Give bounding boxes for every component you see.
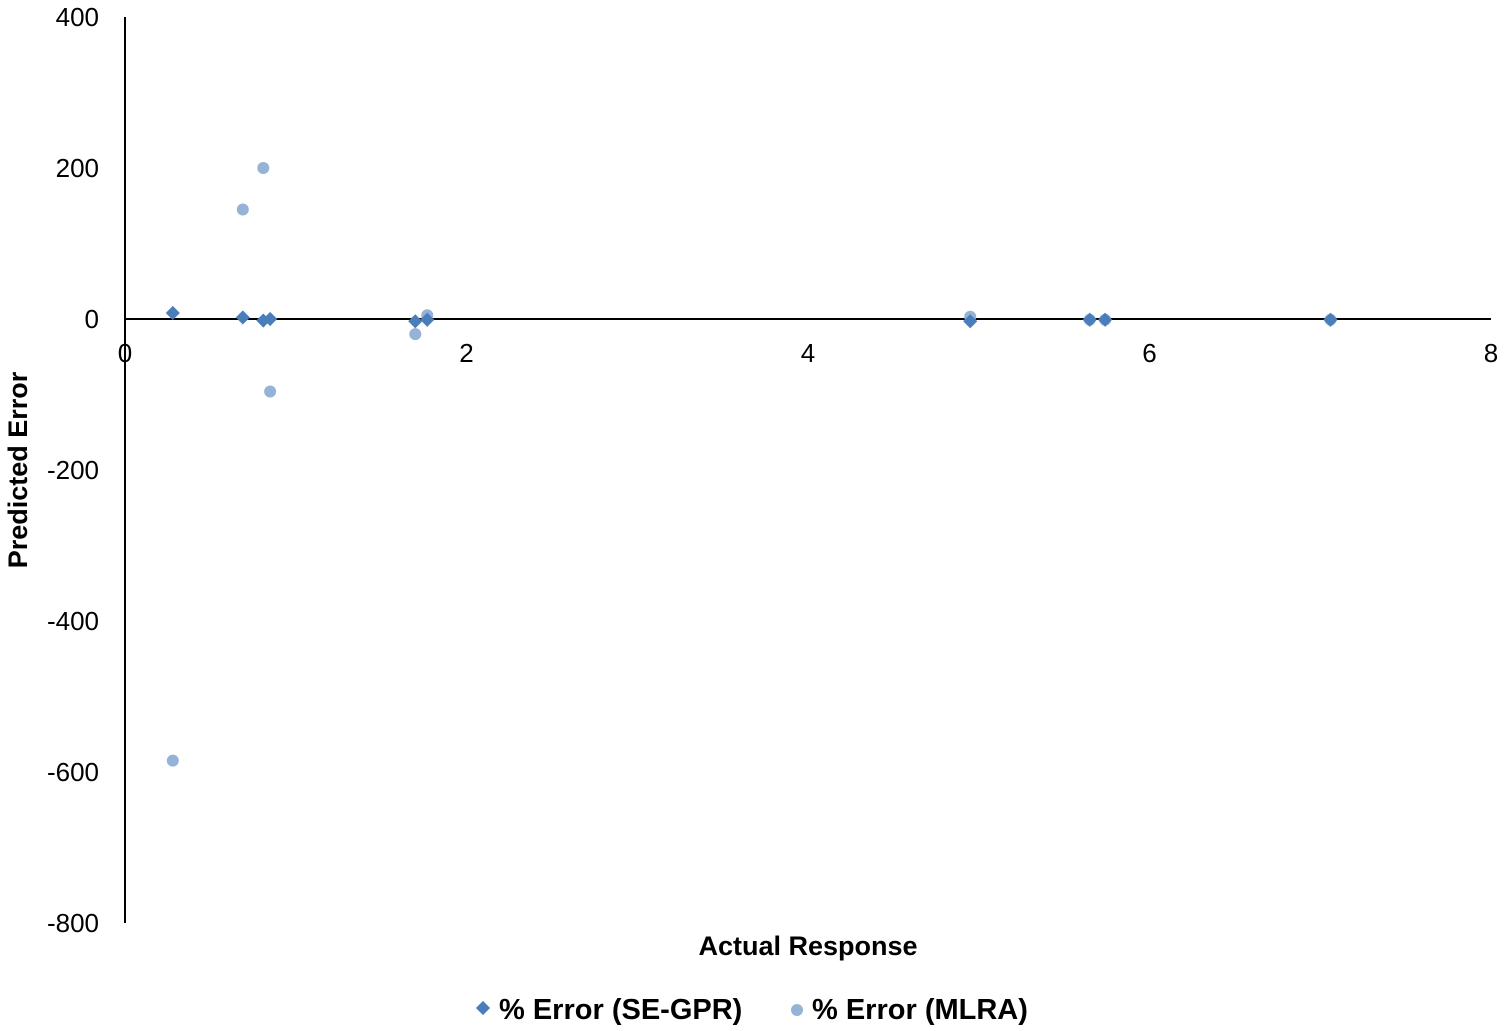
se-gpr-point [1098, 312, 1113, 327]
mlra-point [236, 203, 249, 216]
y-tick-label: -400 [47, 606, 99, 636]
se-gpr-point [1323, 312, 1338, 327]
y-tick-label: -600 [47, 757, 99, 787]
legend-item-mlra: % Error (MLRA) [791, 994, 1028, 1026]
se-gpr-point [235, 310, 250, 325]
y-tick-label: -200 [47, 455, 99, 485]
legend: % Error (SE-GPR) % Error (MLRA) [475, 994, 1028, 1026]
se-gpr-point [408, 314, 423, 329]
x-tick-label: 0 [118, 338, 132, 368]
se-gpr-point [165, 305, 180, 321]
y-tick-label: 200 [56, 153, 99, 183]
axes [124, 17, 1491, 923]
legend-item-se-gpr: % Error (SE-GPR) [475, 994, 742, 1026]
x-tick-label: 8 [1484, 338, 1498, 368]
x-tick-label: 4 [801, 338, 815, 368]
x-axis-title: Actual Response [698, 931, 917, 961]
mlra-point [166, 754, 179, 767]
x-tick-labels: 0 2 4 6 8 [118, 338, 1498, 368]
y-tick-label: 400 [56, 2, 99, 32]
data-points [165, 162, 1338, 767]
y-tick-label: -800 [47, 908, 99, 938]
legend-label-se-gpr: % Error (SE-GPR) [499, 994, 742, 1026]
y-tick-labels: 400 200 0 -200 -400 -600 -800 [47, 2, 99, 938]
se-gpr-point [963, 314, 978, 329]
legend-label-mlra: % Error (MLRA) [812, 994, 1028, 1026]
se-gpr-point [1082, 312, 1097, 327]
mlra-point [409, 328, 422, 341]
se-gpr-point [263, 311, 278, 327]
mlra-point [264, 385, 277, 398]
y-tick-label: 0 [85, 304, 99, 334]
se-gpr-point [420, 312, 435, 327]
mlra-point [257, 162, 270, 174]
y-axis-title: Predicted Error [3, 371, 33, 568]
x-tick-label: 2 [459, 338, 473, 368]
legend-diamond-marker [475, 1000, 491, 1016]
x-tick-label: 6 [1142, 338, 1156, 368]
legend-circle-marker [791, 1004, 803, 1016]
